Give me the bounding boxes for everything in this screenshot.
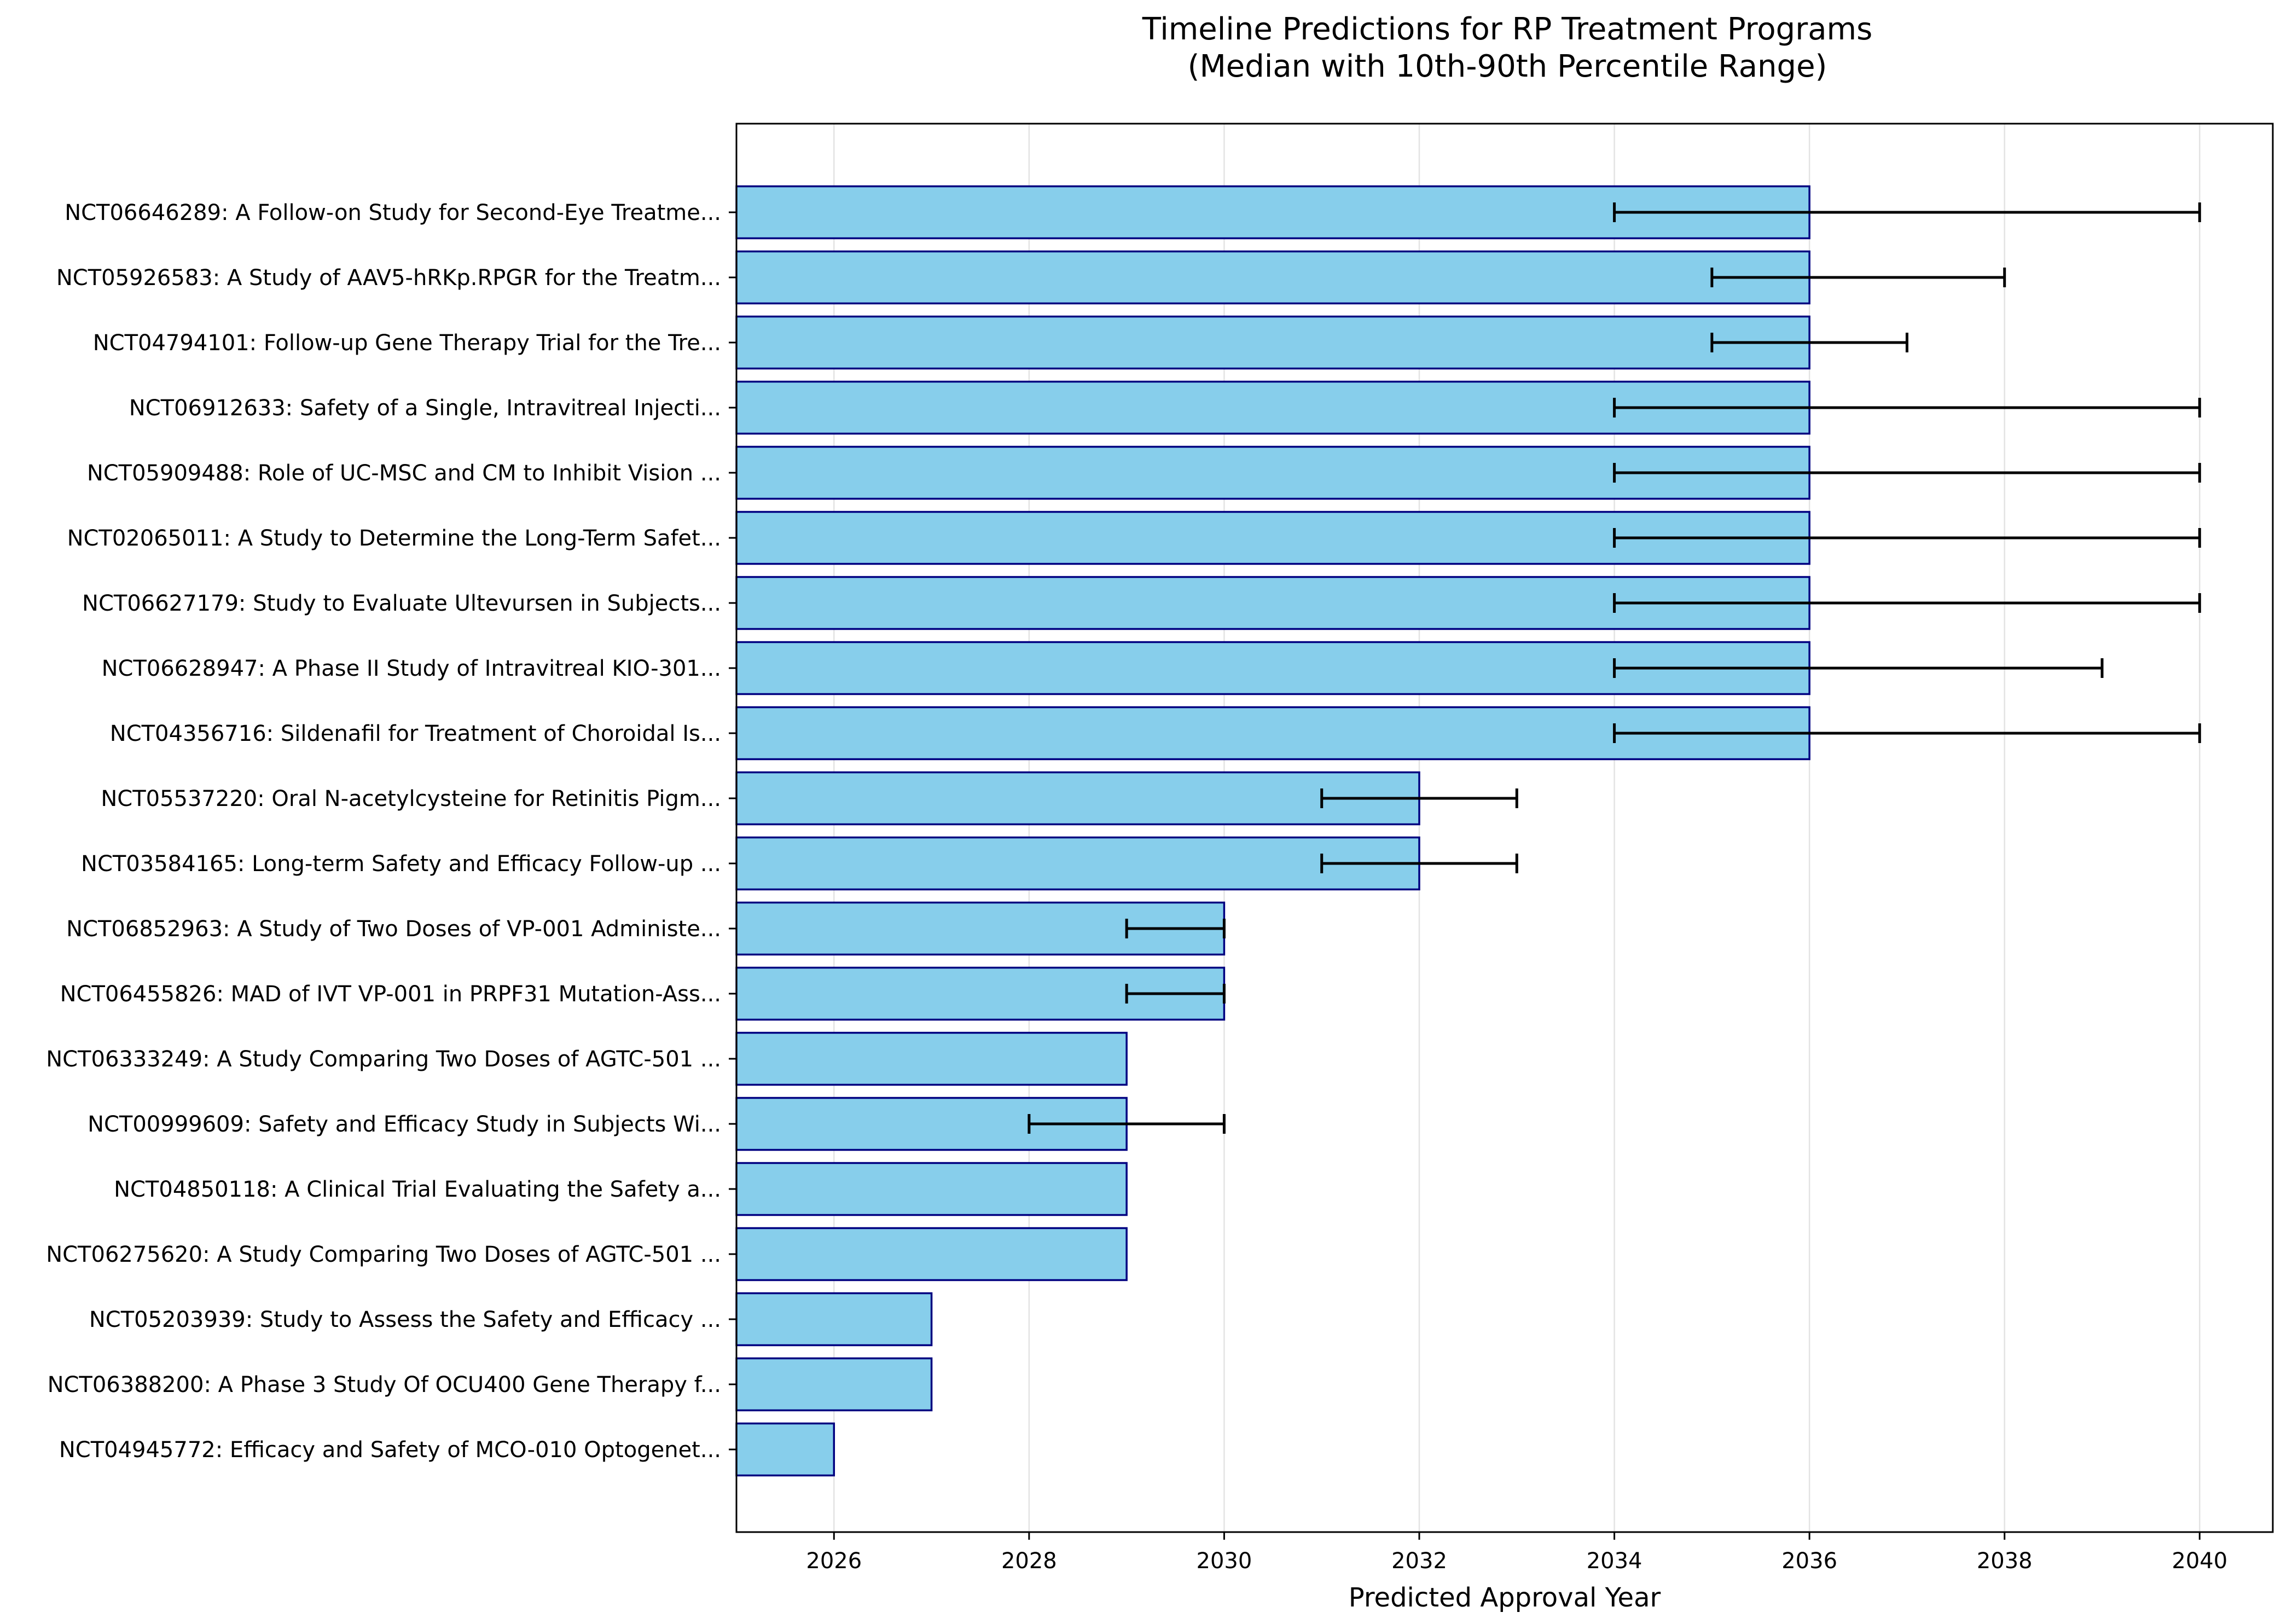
bar bbox=[735, 1292, 933, 1347]
error-bar bbox=[1613, 528, 2201, 548]
error-bars bbox=[1028, 202, 2201, 1134]
error-bar bbox=[1613, 593, 2201, 613]
x-tick-label: 2040 bbox=[2172, 1548, 2227, 1574]
error-bar bbox=[1613, 398, 2201, 417]
bar bbox=[735, 1031, 1128, 1086]
y-tick-label: NCT04945772: Efficacy and Safety of MCO-… bbox=[59, 1437, 721, 1463]
chart-subtitle: (Median with 10th-90th Percentile Range) bbox=[1188, 49, 1827, 84]
y-tick-label: NCT06275620: A Study Comparing Two Doses… bbox=[46, 1242, 721, 1267]
error-bar bbox=[1320, 788, 1518, 808]
y-tick-label: NCT00999609: Safety and Efficacy Study i… bbox=[88, 1112, 721, 1137]
bar bbox=[735, 1357, 933, 1412]
y-tick-label: NCT04850118: A Clinical Trial Evaluating… bbox=[114, 1177, 721, 1202]
error-bar bbox=[1613, 463, 2201, 483]
x-tick-label: 2034 bbox=[1587, 1548, 1642, 1574]
y-tick-label: NCT06333249: A Study Comparing Two Doses… bbox=[46, 1047, 721, 1072]
x-tick-label: 2038 bbox=[1977, 1548, 2033, 1574]
error-bar bbox=[1125, 919, 1226, 938]
bar bbox=[735, 250, 1810, 305]
x-tick-label: 2036 bbox=[1781, 1548, 1837, 1574]
error-bar bbox=[1613, 202, 2201, 222]
y-tick-label: NCT05537220: Oral N-acetylcysteine for R… bbox=[101, 786, 721, 811]
error-bar bbox=[1028, 1114, 1226, 1134]
y-tick-label: NCT06388200: A Phase 3 Study Of OCU400 G… bbox=[48, 1372, 721, 1397]
y-tick-label: NCT04356716: Sildenafil for Treatment of… bbox=[110, 721, 721, 746]
y-tick-label: NCT06628947: A Phase II Study of Intravi… bbox=[102, 656, 721, 681]
error-bar bbox=[1320, 854, 1518, 873]
bar bbox=[735, 1162, 1128, 1216]
error-bar bbox=[1710, 268, 2006, 287]
y-tick-label: NCT06627179: Study to Evaluate Ultevurse… bbox=[82, 591, 721, 616]
chart-title: Timeline Predictions for RP Treatment Pr… bbox=[1142, 11, 1873, 47]
y-tick-label: NCT03584165: Long-term Safety and Effica… bbox=[81, 851, 721, 877]
bar bbox=[735, 771, 1420, 826]
bar bbox=[735, 315, 1810, 370]
error-bar bbox=[1710, 333, 1908, 352]
error-bar bbox=[1613, 723, 2201, 743]
y-tick-label: NCT05203939: Study to Assess the Safety … bbox=[89, 1307, 721, 1332]
y-tick-label: NCT06852963: A Study of Two Doses of VP-… bbox=[66, 917, 721, 942]
plot-frame bbox=[735, 123, 2274, 1533]
y-tick-label: NCT06646289: A Follow-on Study for Secon… bbox=[65, 200, 721, 225]
y-tick-label: NCT06912633: Safety of a Single, Intravi… bbox=[129, 396, 721, 421]
x-tick-label: 2030 bbox=[1197, 1548, 1252, 1574]
y-tick-label: NCT04794101: Follow-up Gene Therapy Tria… bbox=[93, 330, 721, 356]
y-tick-label: NCT06455826: MAD of IVT VP-001 in PRPF31… bbox=[60, 982, 721, 1007]
y-tick-label: NCT02065011: A Study to Determine the Lo… bbox=[67, 526, 721, 551]
error-bar bbox=[1125, 984, 1226, 1004]
x-tick-label: 2032 bbox=[1391, 1548, 1447, 1574]
bar bbox=[735, 1227, 1128, 1281]
error-bar bbox=[1613, 658, 2104, 678]
x-tick-label: 2026 bbox=[806, 1548, 862, 1574]
y-tick-label: NCT05926583: A Study of AAV5-hRKp.RPGR f… bbox=[56, 265, 721, 291]
bars bbox=[735, 185, 1810, 1477]
y-tick-labels: NCT06646289: A Follow-on Study for Secon… bbox=[46, 200, 736, 1463]
bar bbox=[735, 836, 1420, 891]
x-tick-label: 2028 bbox=[1001, 1548, 1057, 1574]
x-tick-labels: 2026 2028 2030 2032 2034 2036 2038 2040 bbox=[806, 1532, 2227, 1574]
bar bbox=[735, 1422, 835, 1477]
y-tick-label: NCT05909488: Role of UC-MSC and CM to In… bbox=[87, 461, 721, 486]
x-axis-label: Predicted Approval Year bbox=[1349, 1582, 1661, 1613]
